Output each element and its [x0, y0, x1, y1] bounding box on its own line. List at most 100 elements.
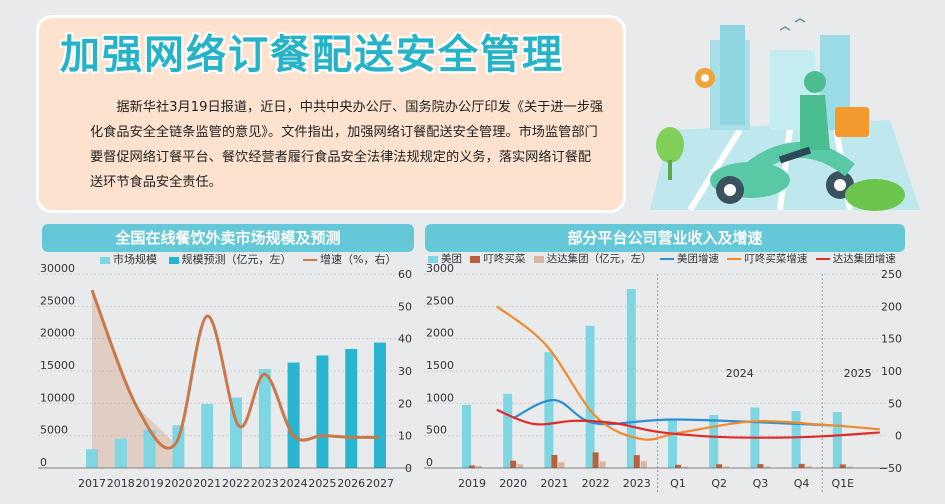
- x-tick-label: 2017: [78, 477, 106, 490]
- y-tick-label-left: 2500: [426, 294, 454, 307]
- x-tick-label: 2021: [540, 477, 568, 490]
- bar-dada: [764, 466, 771, 468]
- left-chart-title: 全国在线餐饮外卖市场规模及预测: [42, 224, 414, 252]
- bar-meituan: [585, 325, 595, 468]
- bar-forecast: [316, 355, 329, 468]
- bar-forecast: [345, 349, 358, 468]
- x-tick-label: 2018: [107, 477, 135, 490]
- x-tick-label: 2024: [280, 477, 308, 490]
- legend-item-market-size: 市场规模: [100, 251, 157, 267]
- x-tick-label: 2021: [193, 477, 221, 490]
- y-tick-label-left: 0: [40, 456, 47, 469]
- bar-meituan: [462, 404, 471, 468]
- x-tick-label: Q4: [794, 477, 810, 490]
- bar-dingdong: [551, 455, 558, 468]
- bar-dingdong: [839, 464, 846, 468]
- bar-market-size: [201, 403, 214, 468]
- bar-dada: [476, 465, 482, 468]
- x-tick-label: 2023: [251, 477, 279, 490]
- y-tick-label-left: 0: [426, 456, 433, 469]
- bar-forecast: [374, 342, 386, 468]
- legend-item-dingdong: 叮咚买菜: [470, 251, 525, 266]
- market-size-chart: 0 5000 10000 15000 20000 25000 30000 0 10 20 30 40 5…: [38, 262, 412, 490]
- x-tick-label: Q1E: [831, 477, 854, 490]
- y-tick-label-right: 150: [881, 333, 902, 346]
- x-tick-label: Q1: [670, 477, 686, 490]
- bar-market-size: [143, 429, 156, 468]
- delivery-box-icon: [835, 107, 869, 137]
- bar-meituan: [626, 289, 636, 468]
- bar-dingdong: [510, 460, 517, 468]
- legend-label: 美团增速: [677, 253, 720, 265]
- y-tick-label-right: 250: [881, 268, 902, 281]
- x-tick-label: 2026: [337, 477, 365, 490]
- x-tick-label: 2025: [308, 477, 336, 490]
- growth-area: [92, 290, 176, 468]
- period-label: 2025: [844, 367, 872, 380]
- y-tick-label-left: 5000: [40, 424, 68, 437]
- legend-item-meituan: 美团: [428, 251, 462, 266]
- y-tick-label-left: 2000: [426, 327, 454, 340]
- courier-icon: [804, 71, 826, 93]
- bar-meituan: [503, 393, 513, 468]
- legend-item-dada: 达达集团（亿元，左）: [533, 251, 652, 266]
- bar-dingdong: [675, 464, 681, 468]
- y-tick-label-right: 50: [398, 300, 412, 313]
- legend-item-growth: 增速（%，右）: [303, 251, 396, 267]
- y-tick-label-left: 1000: [426, 391, 454, 404]
- x-tick-label: 2020: [164, 477, 192, 490]
- dingdong-growth-line: [496, 305, 880, 441]
- bar-forecast: [287, 362, 300, 468]
- bar-meituan: [544, 352, 554, 468]
- bar-dingdong: [633, 455, 640, 468]
- growth-line: [90, 289, 381, 450]
- y-tick-label-left: 15000: [40, 359, 75, 372]
- bar-dada: [805, 466, 812, 468]
- bar-dingdong: [798, 463, 805, 468]
- y-tick-label-left: 1500: [426, 359, 454, 372]
- legend-label: 叮咚买菜增速: [744, 253, 808, 265]
- bar-market-size: [86, 449, 98, 468]
- legend-label: 达达集团（亿元，左）: [546, 253, 652, 265]
- x-tick-label: 2019: [136, 477, 164, 490]
- page-title: 加强网络订餐配送安全管理: [60, 32, 564, 78]
- right-chart-title: 部分平台公司营业收入及增速: [425, 224, 905, 252]
- article-paragraph: 据新华社3月19日报道，近日，中共中央办公厅、国务院办公厅印发《关于进一步强化食…: [90, 100, 604, 190]
- y-tick-label-left: 500: [426, 424, 447, 437]
- legend-label: 美团: [441, 253, 462, 265]
- legend-item-dada-growth: 达达集团增速: [815, 251, 896, 266]
- bar-market-size: [258, 369, 271, 468]
- bar-meituan: [709, 414, 719, 468]
- y-tick-label-right: 60: [398, 268, 412, 281]
- x-tick-label: 2027: [366, 477, 394, 490]
- y-tick-label-right: 40: [398, 333, 412, 346]
- legend-label: 市场规模: [113, 253, 157, 266]
- bar-dada: [723, 466, 730, 468]
- bar-dada: [682, 466, 688, 468]
- bar-dada: [599, 461, 606, 468]
- bar-dingdong: [716, 464, 723, 468]
- y-tick-label-right: 10: [398, 430, 412, 443]
- dada-growth-line: [496, 408, 880, 439]
- y-tick-label-left: 3000: [426, 262, 454, 275]
- x-tick-label: Q2: [711, 477, 727, 490]
- period-label: 2024: [726, 367, 754, 380]
- legend-item-meituan-growth: 美团增速: [660, 251, 719, 266]
- delivery-illustration: [650, 18, 920, 212]
- legend-item-forecast: 规模预测（亿元，左）: [168, 251, 292, 267]
- y-tick-label-right: 50: [888, 397, 902, 410]
- bar-meituan: [791, 410, 801, 468]
- y-tick-label-right: −50: [879, 462, 902, 475]
- revenue-growth-chart: 0 500 1000 1500 2000 2500 3000 −50 0 50 100 150 200 2…: [424, 262, 902, 494]
- legend-label: 增速（%，右）: [320, 253, 397, 266]
- y-tick-label-left: 10000: [40, 391, 75, 404]
- bar-dingdong: [592, 452, 599, 468]
- bar-market-size: [172, 425, 185, 468]
- bird-icon: [779, 18, 806, 31]
- legend-label: 规模预测（亿元，左）: [181, 253, 292, 266]
- bar-dada: [558, 462, 565, 468]
- y-tick-label-right: 200: [881, 300, 902, 313]
- legend-item-dingdong-growth: 叮咚买菜增速: [727, 251, 807, 266]
- bar-meituan: [832, 411, 842, 468]
- header-panel: [36, 15, 626, 213]
